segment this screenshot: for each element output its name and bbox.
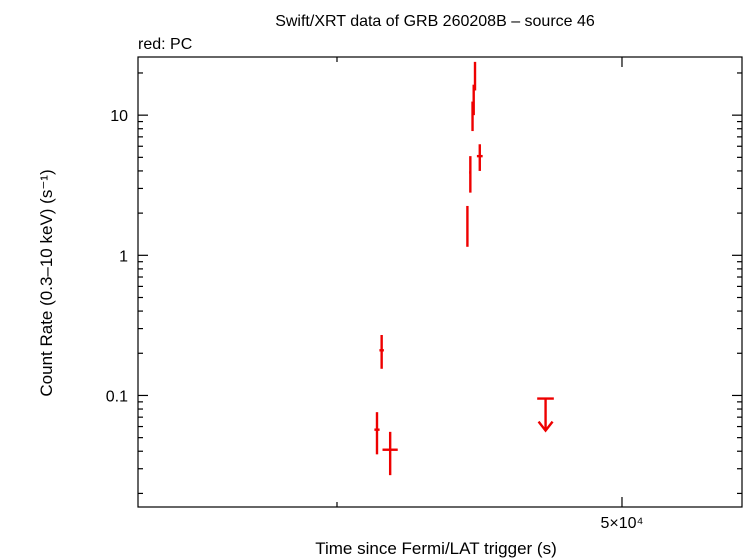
y-axis-label: Count Rate (0.3–10 keV) (s⁻¹) (37, 169, 56, 396)
data-point (469, 156, 472, 193)
chart-title: Swift/XRT data of GRB 260208B – source 4… (275, 13, 595, 30)
data-point (466, 205, 469, 247)
data-point (382, 431, 398, 476)
data-point (379, 335, 384, 369)
x-axis-label: Time since Fermi/LAT trigger (s) (315, 539, 557, 558)
x-tick-label: 5×10⁴ (601, 515, 644, 532)
data-point (374, 412, 380, 455)
y-tick-label: 10 (110, 108, 128, 125)
plot-frame (137, 56, 743, 508)
upper-limit-arrowhead (537, 420, 554, 433)
y-axis: 0.1 1 10 (106, 72, 742, 495)
upper-limit (537, 397, 554, 433)
data-point (472, 84, 475, 116)
y-tick-label: 1 (119, 248, 128, 265)
y-tick-label: 0.1 (106, 388, 128, 405)
chart-subtitle: red: PC (138, 36, 192, 53)
data-point (476, 144, 483, 171)
x-axis: 5×10⁴ (336, 57, 644, 532)
data-series (374, 61, 554, 476)
data-point (473, 61, 477, 91)
